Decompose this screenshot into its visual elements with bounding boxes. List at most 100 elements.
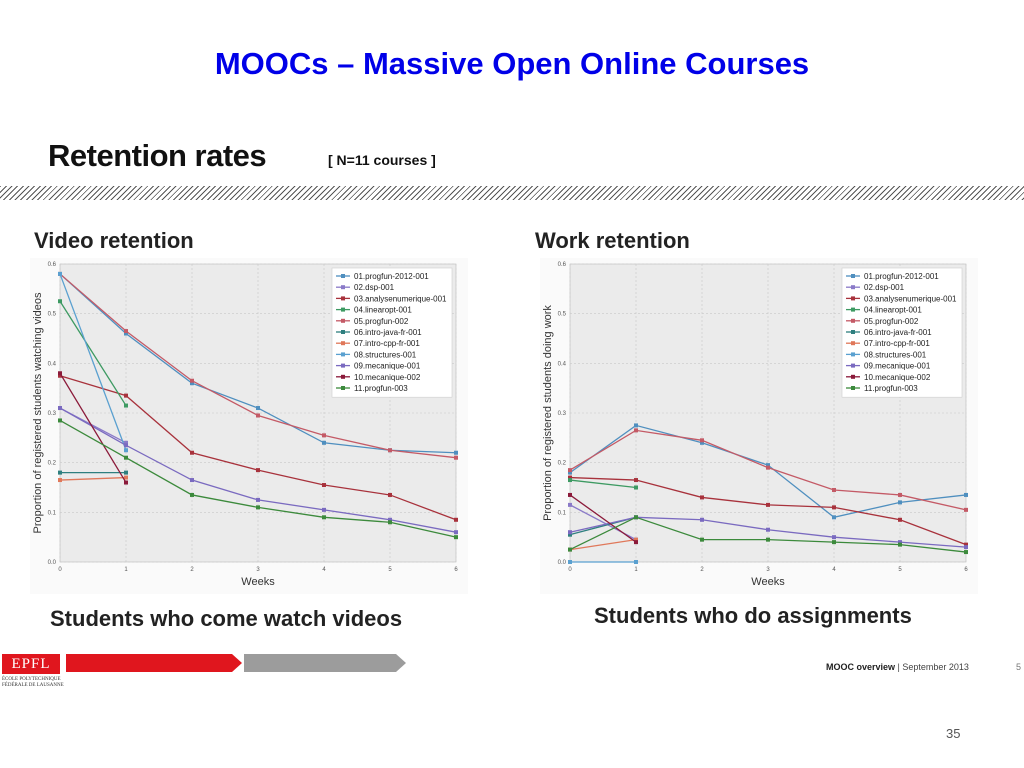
data-point [124,331,128,336]
data-point [700,495,704,500]
legend-entry: 11.progfun-003 [354,384,408,393]
data-point [898,517,902,522]
data-point [454,455,458,460]
legend-marker [341,285,345,290]
data-point [964,550,968,555]
epfl-logo: EPFL ÉCOLE POLYTECHNIQUE FÉDÉRALE DE LAU… [0,652,64,692]
legend-entry: 07.intro-cpp-fr-001 [354,339,420,348]
data-point [964,542,968,547]
legend-entry: 01.progfun-2012-001 [864,272,939,281]
data-point [256,505,260,510]
data-point [124,475,128,480]
data-point [634,485,638,490]
y-tick-label: 0.4 [558,361,567,367]
hatched-divider [0,186,1024,200]
legend-marker [851,363,855,368]
legend-marker [341,296,345,301]
legend-marker [341,352,345,357]
data-point [388,517,392,522]
series-line [59,273,127,451]
work-retention-chart: 0 1 2 3 4 5 6 0.0 0.1 0.2 0.3 0.4 0.5 0.6 Weeks Proport… [540,258,978,594]
legend-marker [341,341,345,346]
footer-label-bold: MOOC overview [826,662,896,672]
x-axis-label: Weeks [241,576,275,588]
legend-marker [851,386,855,390]
work-chart-title: Work retention [535,228,690,253]
footer-red-arrow [232,654,242,672]
data-point [256,497,260,502]
data-point [568,475,572,480]
legend-marker [851,374,855,379]
data-point [58,470,62,475]
x-tick-label: 4 [322,567,326,573]
data-point [634,515,638,520]
epfl-logo-line-1: ÉCOLE POLYTECHNIQUE [2,677,61,682]
y-tick-label: 0.4 [48,361,57,367]
data-point [190,378,194,383]
data-point [58,373,62,378]
legend-marker [851,274,855,278]
data-point [766,537,770,542]
y-tick-label: 0.0 [558,560,567,566]
data-point [388,492,392,497]
video-chart-caption: Students who come watch videos [50,606,403,631]
data-point [568,492,572,497]
legend-entry: 07.intro-cpp-fr-001 [864,339,930,348]
data-point [832,505,836,510]
data-point [454,450,458,455]
data-point [58,406,62,411]
y-axis-label: Proportion of registered students watchi… [32,292,44,533]
data-point [322,515,326,520]
data-point [124,329,128,334]
data-point [454,530,458,535]
footer-gray-bar [244,654,396,672]
legend-entry: 05.progfun-002 [354,317,409,326]
data-point [964,545,968,550]
data-point [766,463,770,468]
data-point [568,547,572,552]
data-point [700,517,704,522]
data-point [124,455,128,460]
data-point [124,470,128,475]
x-tick-label: 0 [568,567,572,573]
work-chart-caption: Students who do assignments [594,603,912,628]
data-point [388,448,392,453]
video-retention-chart: 0 1 2 3 4 5 6 0.0 0.1 0.2 0.3 0.4 0.5 0.6 Weeks Proport… [30,258,468,594]
series-line [59,372,127,483]
page-number: 35 [946,726,961,741]
x-tick-label: 6 [964,567,968,573]
legend-marker [851,330,855,334]
data-point [832,487,836,492]
legend-entry: 02.dsp-001 [354,283,395,292]
data-point [256,406,260,411]
data-point [58,299,62,304]
x-tick-label: 3 [256,567,260,573]
slide-title: MOOCs – Massive Open Online Courses [214,46,810,81]
legend-entry: 05.progfun-002 [864,317,919,326]
footer-slide-ref: 5 [1016,662,1022,672]
legend-marker [341,274,345,278]
x-tick-label: 5 [388,567,392,573]
series-line [59,300,127,406]
footer-gray-arrow [396,654,406,672]
series-line [59,476,127,481]
y-tick-label: 0.0 [48,560,57,566]
legend-marker [851,296,855,301]
legend-entry: 01.progfun-2012-001 [354,272,429,281]
y-tick-label: 0.3 [558,411,567,417]
section-title: Retention rates [48,138,267,173]
footer-label: MOOC overview | September 2013 [826,662,969,672]
data-point [58,371,62,376]
data-point [634,537,638,542]
data-point [832,535,836,540]
data-point [568,478,572,483]
data-point [322,440,326,445]
legend-entry: 06.intro-java-fr-001 [354,328,422,337]
data-point [832,515,836,520]
epfl-logo-line-2: FÉDÉRALE DE LAUSANNE [2,683,64,688]
data-point [454,517,458,522]
legend-marker [341,363,345,368]
legend-marker [851,352,855,357]
x-tick-label: 1 [634,567,638,573]
y-axis-label: Proportion of registered students doing … [542,305,554,521]
